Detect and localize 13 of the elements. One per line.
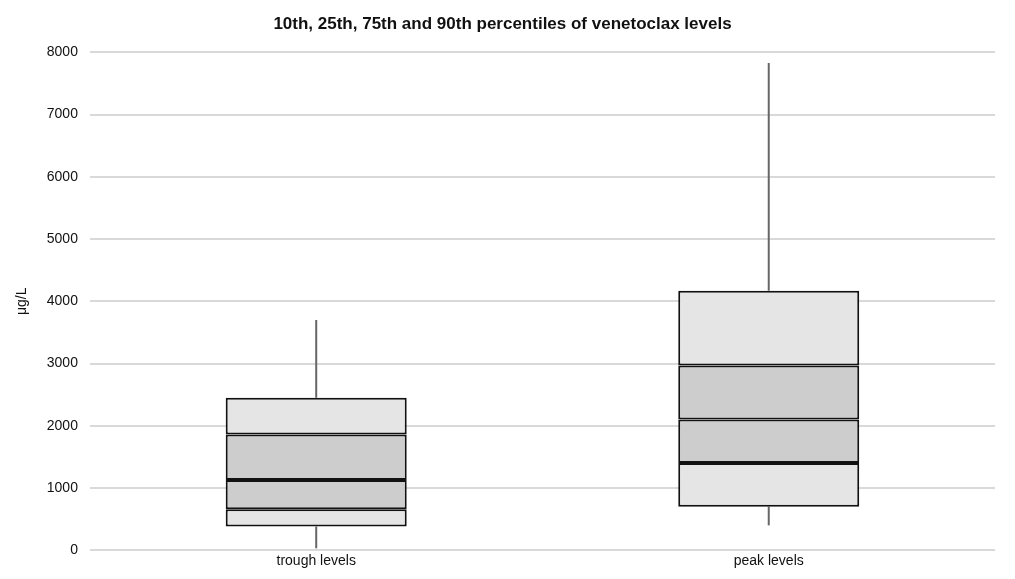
y-tick-label: 8000 [46,43,79,60]
chart-title: 10th, 25th, 75th and 90th percentiles of venetoclax levels [273,13,732,33]
y-axis-title: μg/L [13,287,30,316]
x-tick-label: trough levels [276,552,356,569]
y-tick-label: 0 [70,541,79,558]
x-tick-label: peak levels [733,552,804,569]
y-tick-label: 6000 [46,167,79,184]
y-tick-label: 1000 [46,478,79,495]
y-tick-label: 2000 [46,416,79,433]
y-tick-label: 7000 [46,105,79,122]
y-tick-label: 4000 [46,292,79,309]
y-tick-label: 3000 [46,354,79,371]
y-tick-label: 5000 [46,229,79,246]
